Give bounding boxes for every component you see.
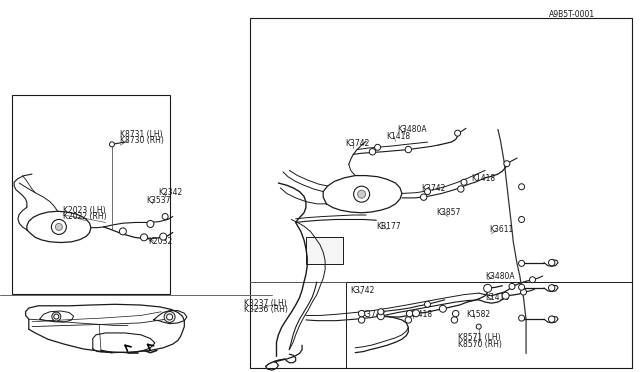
Circle shape [440, 305, 446, 312]
Circle shape [424, 189, 431, 195]
Circle shape [56, 224, 62, 230]
Text: K3742: K3742 [346, 139, 370, 148]
Circle shape [452, 310, 459, 317]
Text: K3480A: K3480A [485, 272, 515, 281]
Circle shape [109, 142, 115, 147]
Circle shape [378, 309, 384, 315]
Text: K1582: K1582 [466, 310, 490, 319]
Text: K3236 (RH): K3236 (RH) [244, 305, 289, 314]
Text: K3857: K3857 [436, 208, 461, 217]
Text: K1418: K1418 [387, 132, 411, 141]
Circle shape [405, 146, 412, 153]
Circle shape [458, 186, 464, 192]
Circle shape [420, 194, 427, 201]
Text: K8730 (RH): K8730 (RH) [120, 136, 164, 145]
Circle shape [484, 284, 492, 292]
Circle shape [160, 233, 166, 240]
Circle shape [413, 310, 419, 317]
Circle shape [518, 315, 525, 321]
Text: K3742: K3742 [421, 185, 445, 193]
Circle shape [147, 221, 154, 227]
Circle shape [405, 317, 412, 323]
Circle shape [358, 310, 365, 317]
Text: K3611: K3611 [489, 225, 513, 234]
Bar [306, 237, 343, 264]
Text: K3742: K3742 [362, 310, 386, 319]
Circle shape [461, 179, 467, 185]
Circle shape [504, 161, 510, 167]
Text: K2032: K2032 [148, 237, 173, 246]
Circle shape [520, 289, 527, 295]
Circle shape [51, 219, 67, 234]
Circle shape [424, 301, 431, 307]
Circle shape [374, 144, 381, 150]
Circle shape [509, 283, 515, 289]
Text: K8570 (RH): K8570 (RH) [458, 340, 502, 349]
Text: K2022 (RH): K2022 (RH) [63, 212, 106, 221]
Text: K2023 (LH): K2023 (LH) [63, 206, 106, 215]
Circle shape [54, 314, 59, 319]
Circle shape [518, 260, 525, 266]
Circle shape [529, 277, 536, 283]
Circle shape [120, 228, 126, 235]
Text: K8571 (LH): K8571 (LH) [458, 333, 500, 342]
Text: K3237 (LH): K3237 (LH) [244, 299, 287, 308]
Circle shape [548, 316, 555, 323]
Circle shape [164, 311, 175, 323]
Circle shape [476, 324, 481, 329]
Text: K1418: K1418 [485, 293, 509, 302]
Circle shape [502, 292, 509, 299]
Circle shape [451, 317, 458, 323]
Circle shape [358, 190, 365, 198]
Text: K3480A: K3480A [397, 125, 426, 134]
Circle shape [548, 285, 555, 291]
Circle shape [548, 259, 555, 266]
Circle shape [406, 310, 413, 317]
Circle shape [369, 148, 376, 155]
Circle shape [518, 284, 525, 290]
Circle shape [358, 317, 365, 323]
Text: K3742: K3742 [351, 286, 375, 295]
Text: KB177: KB177 [376, 222, 401, 231]
Circle shape [518, 217, 525, 222]
Circle shape [52, 312, 61, 321]
Circle shape [378, 313, 384, 320]
Bar [250, 18, 632, 368]
Circle shape [162, 214, 168, 219]
Circle shape [518, 184, 525, 190]
Text: K2342: K2342 [159, 188, 183, 197]
Text: K3537: K3537 [146, 196, 170, 205]
Text: K1418: K1418 [408, 310, 433, 319]
Circle shape [166, 314, 173, 320]
Text: A9B5T-0001: A9B5T-0001 [549, 10, 595, 19]
Circle shape [141, 234, 147, 241]
Circle shape [353, 186, 370, 202]
Circle shape [454, 130, 461, 136]
Text: K8731 (LH): K8731 (LH) [120, 130, 163, 139]
Bar [12, 95, 170, 294]
Bar [346, 282, 632, 368]
Text: K1418: K1418 [471, 174, 495, 183]
